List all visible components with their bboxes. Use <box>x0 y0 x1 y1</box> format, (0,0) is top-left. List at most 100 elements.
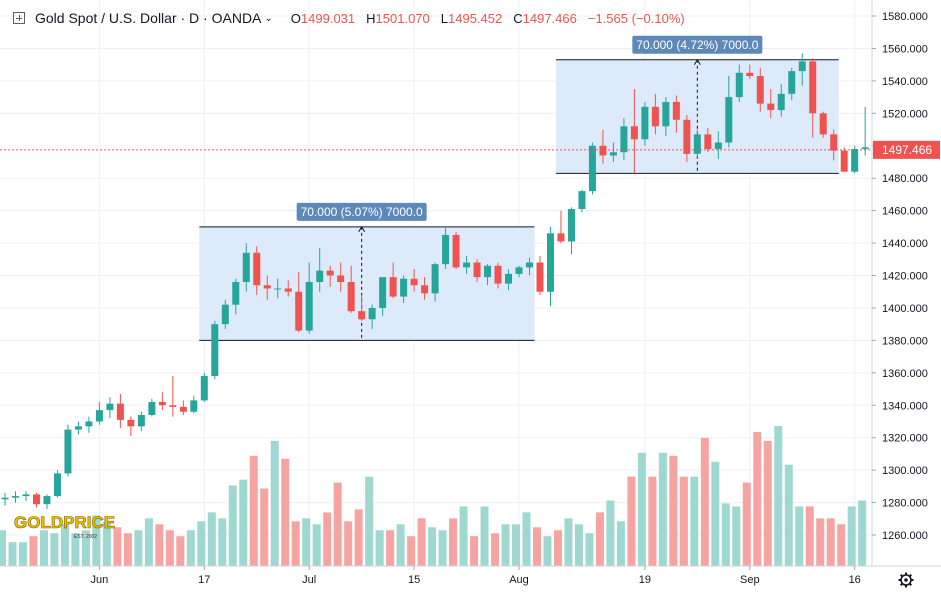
candle-body <box>452 234 460 268</box>
price-tick-label: 1300.000 <box>882 465 928 477</box>
volume-bar <box>18 542 27 566</box>
volume-bar <box>71 533 80 566</box>
volume-bar <box>459 506 468 566</box>
last-price-label: 1497.466 <box>882 143 932 157</box>
price-tick-label: 1520.000 <box>882 108 928 120</box>
candle-body <box>347 281 355 312</box>
measurement-label: 70.000 (5.07%) 7000.0 <box>301 205 423 219</box>
candle-body <box>389 277 397 297</box>
volume-bar <box>176 536 185 566</box>
volume-bar <box>134 530 143 566</box>
volume-bar <box>291 521 300 566</box>
volume-bar <box>312 524 321 566</box>
candle-body <box>714 142 722 149</box>
watermark-subtext: EST. 2002 <box>74 534 97 540</box>
high-value: 1501.070 <box>375 10 430 26</box>
candle-body <box>253 252 261 286</box>
volume-bar <box>648 476 657 566</box>
candle-body <box>316 270 324 282</box>
candle-body <box>368 307 376 320</box>
volume-bar <box>417 518 426 566</box>
price-axis[interactable]: 1580.0001560.0001540.0001520.0001500.000… <box>871 0 941 566</box>
volume-bar <box>344 521 353 566</box>
close-value: 1497.466 <box>522 10 577 26</box>
measurement-arrow-head <box>693 58 701 66</box>
volume-bar <box>658 452 667 566</box>
time-tick-label: Sep <box>740 574 760 586</box>
candle-body <box>400 278 408 297</box>
candle-body <box>263 285 271 289</box>
candle-body <box>410 278 418 286</box>
time-tick-label: 17 <box>198 574 210 586</box>
time-tick-label: Aug <box>509 574 529 586</box>
candle-body <box>630 126 638 140</box>
price-axis-bg <box>872 0 941 566</box>
chevron-down-icon[interactable]: ⌄ <box>264 12 273 24</box>
volume-bar <box>774 426 783 566</box>
candle-body <box>116 403 124 420</box>
candle-body <box>851 148 859 172</box>
volume-bar <box>8 542 17 566</box>
volume-bar <box>679 476 688 566</box>
candle-body <box>1 497 9 500</box>
price-tick-label: 1540.000 <box>882 76 928 88</box>
volume-bar <box>396 524 405 566</box>
time-tick-label: 19 <box>639 574 651 586</box>
volume-bar <box>386 530 395 566</box>
gear-hub <box>904 578 908 582</box>
candle-body <box>704 134 712 149</box>
candle-body <box>515 267 523 274</box>
symbol-title[interactable]: Gold Spot / U.S. Dollar · D · OANDA <box>35 10 262 26</box>
volume-bar <box>491 533 500 566</box>
measurement-arrow-head <box>358 225 366 233</box>
candle-body <box>127 419 135 427</box>
candle-body <box>295 291 303 331</box>
candle-body <box>221 304 229 325</box>
candle-body <box>756 76 764 104</box>
volume-bar <box>249 455 258 566</box>
candle-body <box>284 288 292 292</box>
candle-body <box>672 101 680 120</box>
volume-bar <box>92 515 101 566</box>
candle-body <box>442 234 450 265</box>
candle-body <box>840 150 848 172</box>
candle-body <box>211 324 219 377</box>
candle-body <box>536 262 544 292</box>
candle-body <box>683 119 691 154</box>
measurement-label-bg <box>632 35 763 54</box>
volume-bar <box>532 527 541 566</box>
measurement-label-bg <box>296 202 427 221</box>
volume-bar <box>29 536 38 566</box>
candle-body <box>190 400 198 412</box>
gear-icon[interactable] <box>898 572 914 588</box>
gear-tooth <box>899 573 904 578</box>
candle-body <box>546 233 554 292</box>
price-tick-label: 1340.000 <box>882 400 928 412</box>
volume-bar <box>270 440 279 566</box>
time-axis[interactable]: Jun 17 Jul 15 Aug 19 Sep 16 <box>0 565 941 594</box>
candle-body <box>609 152 617 156</box>
add-compare-icon[interactable] <box>13 12 25 24</box>
candle-body <box>32 494 40 505</box>
volume-bar <box>784 464 793 566</box>
candle-body <box>693 134 701 154</box>
volume-bar <box>816 518 825 566</box>
candle-body <box>274 288 282 290</box>
watermark-text: GOLDPRICE <box>14 513 115 532</box>
candle-body <box>305 281 313 331</box>
volume-bars <box>0 426 867 566</box>
candle-body <box>358 311 366 320</box>
candle-body <box>662 101 670 127</box>
volume-bar <box>39 530 48 566</box>
volume-bar <box>847 506 856 566</box>
price-tick-label: 1560.000 <box>882 43 928 55</box>
volume-bar <box>595 512 604 566</box>
candle-body <box>74 426 82 430</box>
measurement-label: 70.000 (4.72%) 7000.0 <box>636 38 758 52</box>
low-value: 1495.452 <box>448 10 503 26</box>
candle-body <box>43 496 51 505</box>
volume-bar <box>480 506 489 566</box>
candle-body <box>431 264 439 294</box>
candle-body <box>526 262 533 268</box>
